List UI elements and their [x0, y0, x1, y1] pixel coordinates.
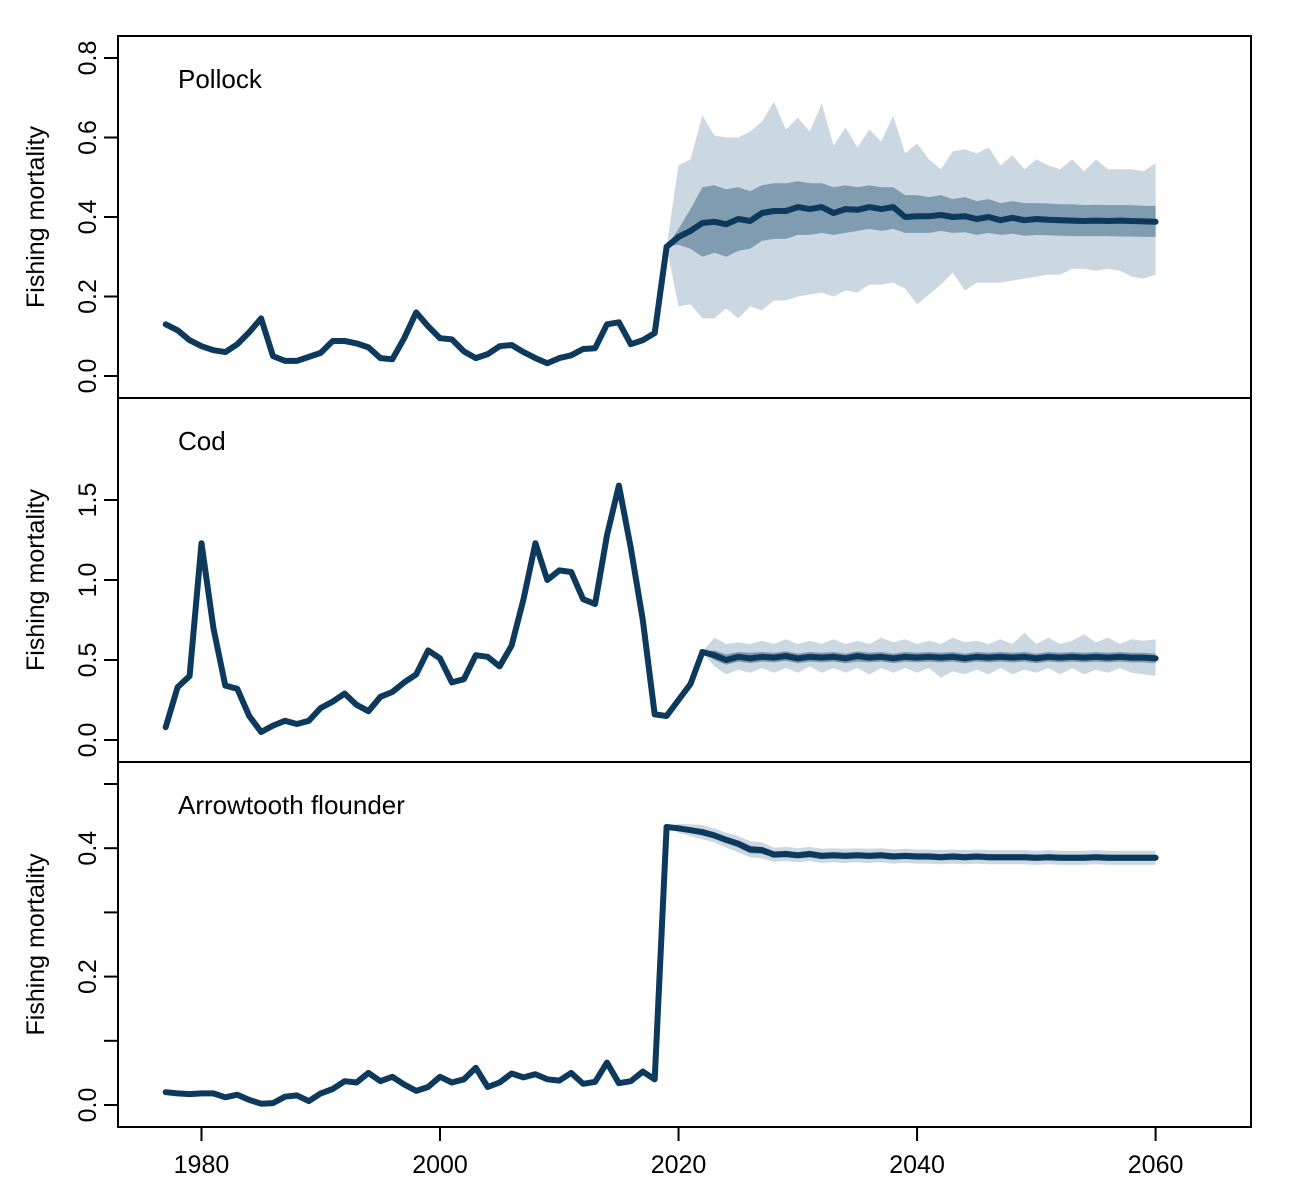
x-tick-label: 2040 [889, 1151, 945, 1179]
y-axis-label: Fishing mortality [22, 489, 50, 671]
panel-arrowtooth-flounder: 0.0 0.2 0.4 Fishing mortality Arrowtooth flo… [22, 761, 1252, 1128]
y-tick-label: 0.0 [74, 723, 102, 758]
y-tick-label: 0.0 [74, 359, 102, 394]
y-tick-label: 0.8 [74, 41, 102, 76]
y-axis-label: Fishing mortality [22, 126, 50, 308]
y-tick-label: 0.6 [74, 120, 102, 155]
historical-series-line [162, 243, 670, 367]
panel-cod: 0.0 0.5 1.0 1.5 Fishing mortality Cod [22, 397, 1252, 763]
y-tick-label: 0.5 [74, 643, 102, 678]
x-tick-label: 2000 [412, 1151, 468, 1179]
panel-title: Arrowtooth flounder [178, 790, 405, 820]
x-tick-label: 2060 [1128, 1151, 1184, 1179]
plot-area [162, 101, 1159, 367]
projection-median-line [663, 204, 1159, 250]
historical-series-line [162, 824, 670, 1107]
panel-title: Pollock [178, 64, 263, 94]
y-tick-label: 1.0 [74, 563, 102, 598]
y-tick-label: 0.4 [74, 200, 102, 235]
historical-series-line [162, 482, 706, 735]
x-axis: 1980 2000 2020 2040 2060 [174, 1127, 1184, 1179]
panel-pollock: 0.0 0.2 0.4 0.6 0.8 Fishing mortality Pollock [22, 35, 1252, 399]
y-tick-label: 1.5 [74, 483, 102, 518]
y-tick-label: 0.2 [74, 279, 102, 314]
plot-area [162, 823, 1159, 1107]
x-tick-label: 2020 [651, 1151, 707, 1179]
y-axis-label: Fishing mortality [22, 853, 50, 1035]
projection-median-line [699, 649, 1159, 663]
plot-area [162, 482, 1159, 735]
panel-title: Cod [178, 426, 226, 456]
y-tick-label: 0.4 [74, 831, 102, 866]
y-tick-label: 0.0 [74, 1088, 102, 1123]
panel-frame [117, 397, 1252, 763]
projection-median-line [663, 824, 1159, 861]
panel-frame [117, 761, 1252, 1128]
y-tick-label: 0.2 [74, 959, 102, 994]
x-tick-label: 1980 [174, 1151, 230, 1179]
